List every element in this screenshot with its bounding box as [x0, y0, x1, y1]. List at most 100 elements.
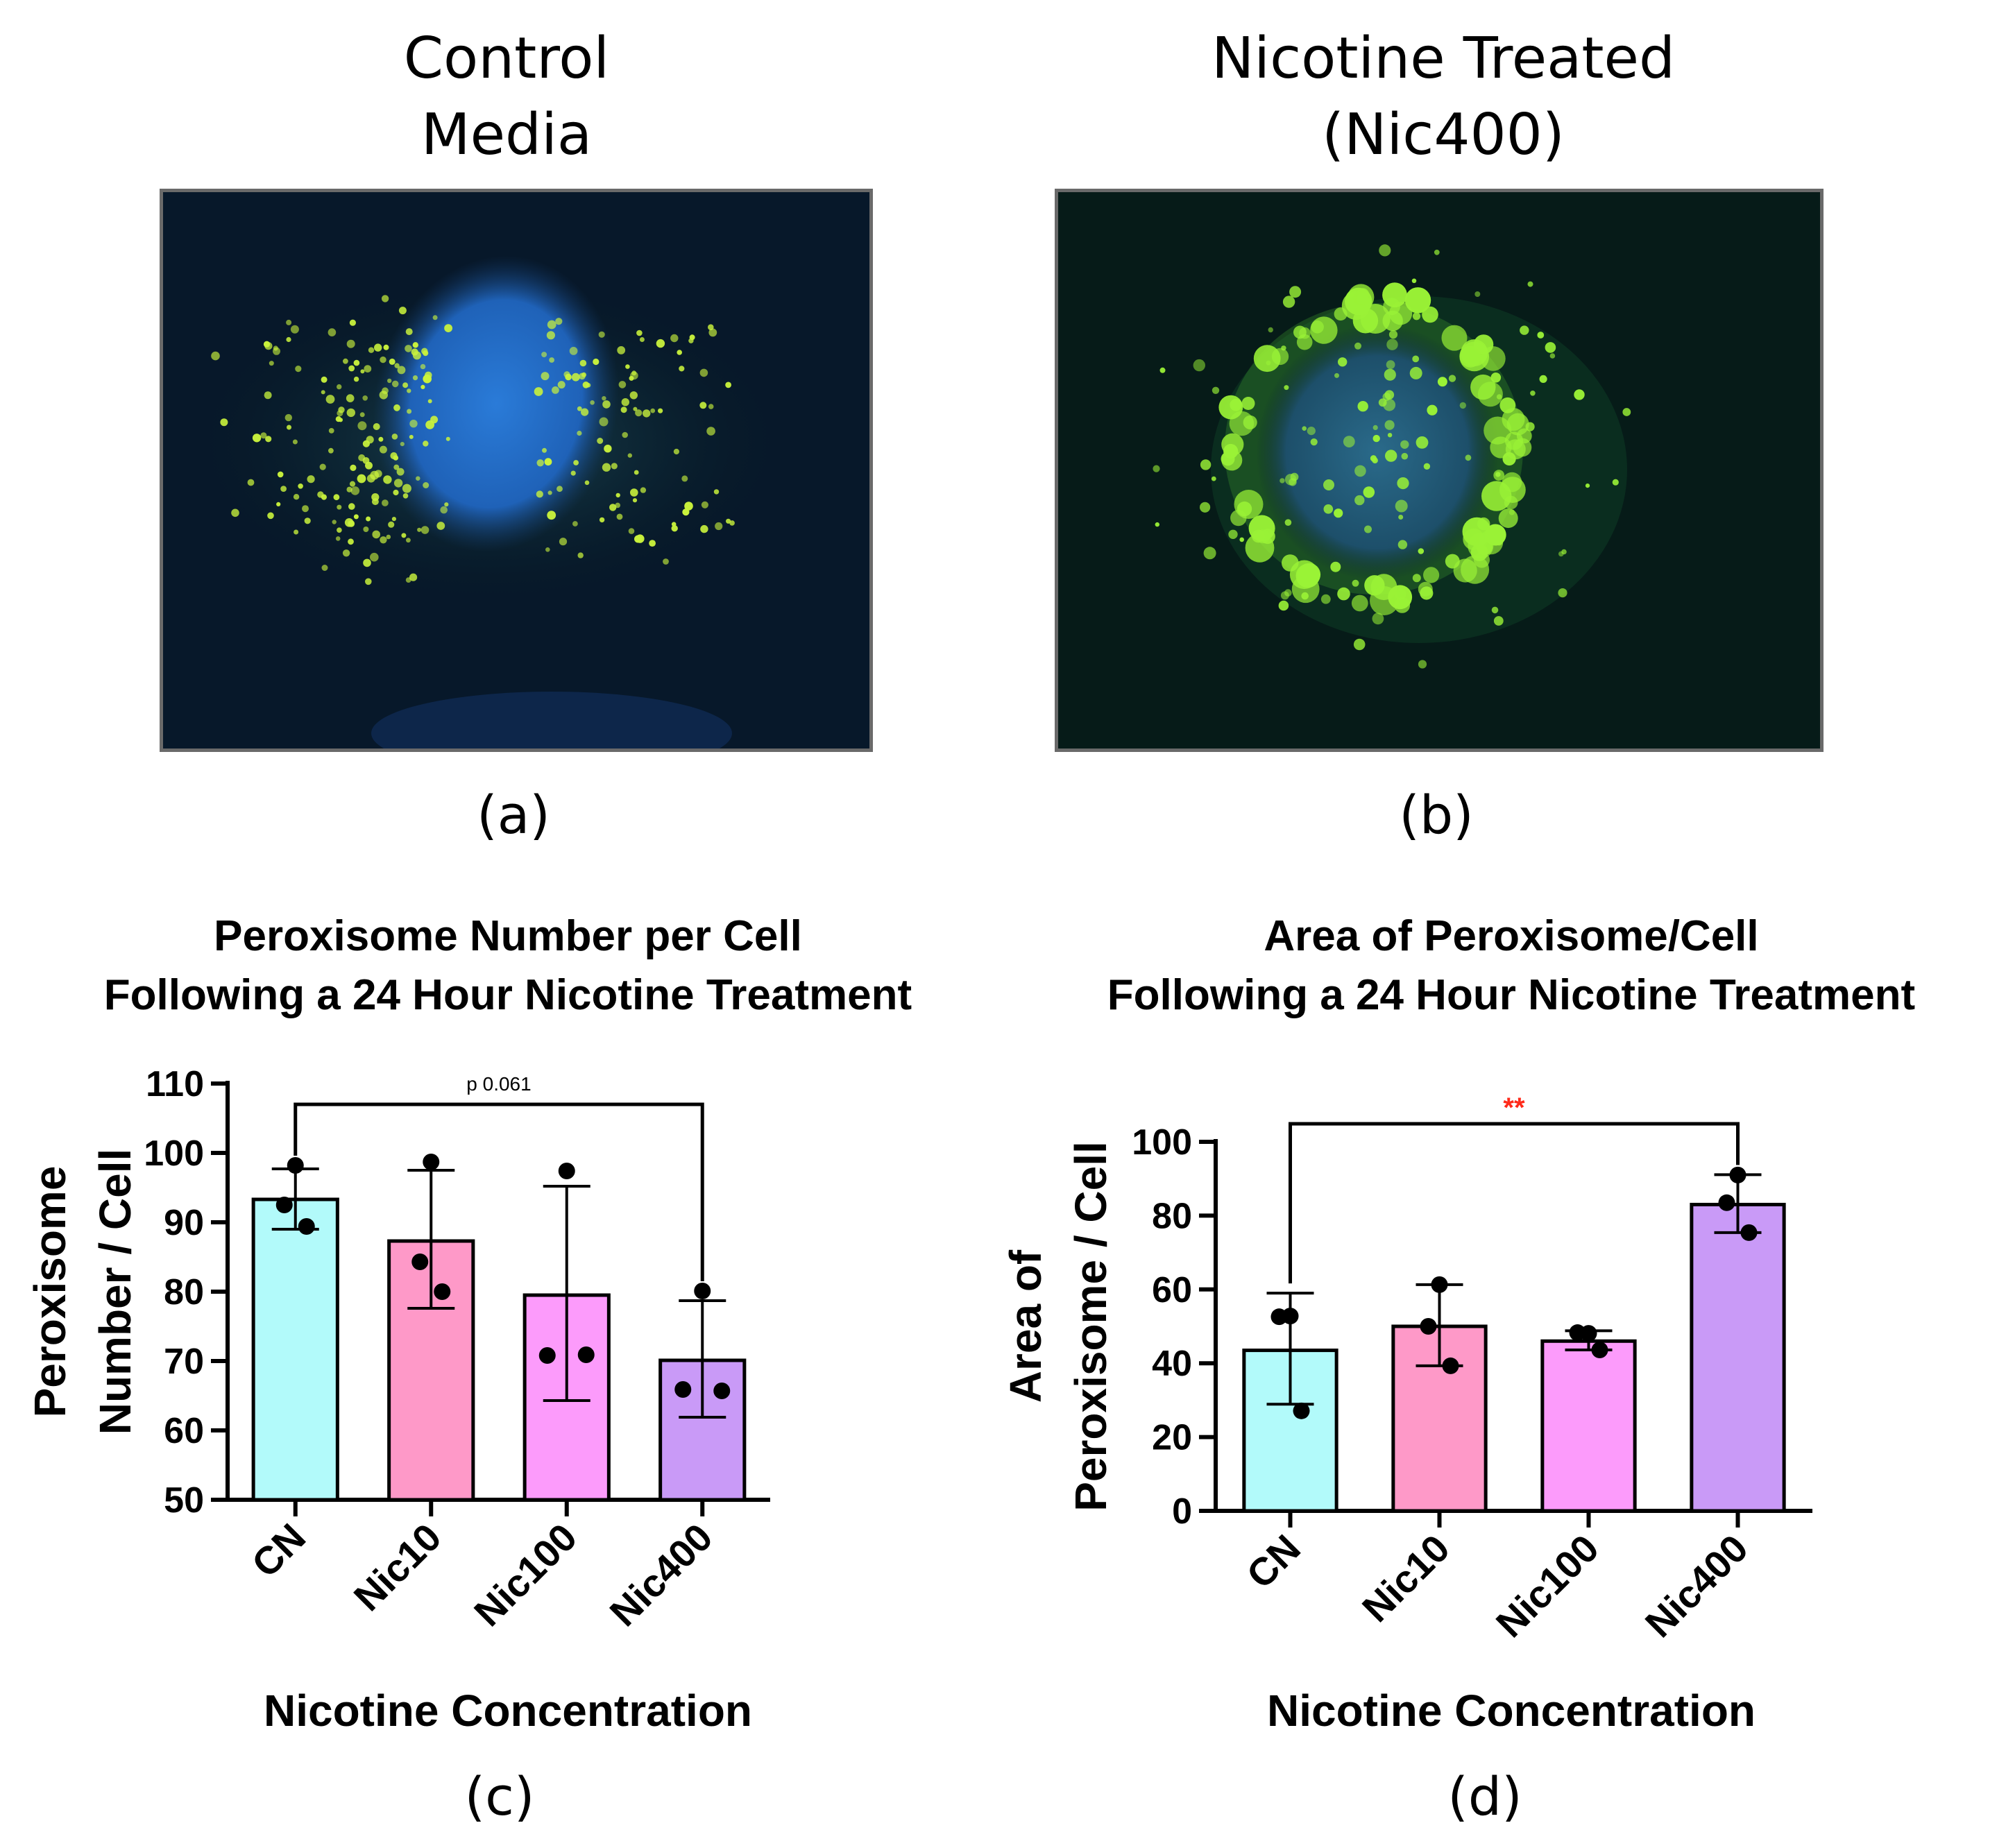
- fluorescent-puncta: [412, 351, 421, 360]
- fluorescent-puncta: [1253, 345, 1281, 373]
- data-point: [275, 1197, 293, 1213]
- fluorescent-puncta: [573, 460, 579, 465]
- fluorescent-puncta: [382, 387, 389, 395]
- fluorescent-puncta: [383, 475, 392, 484]
- fluorescent-puncta: [1539, 375, 1547, 383]
- fluorescent-puncta: [374, 343, 382, 352]
- data-point: [1718, 1194, 1735, 1211]
- fluorescent-puncta: [559, 538, 568, 546]
- fluorescent-puncta: [708, 404, 714, 409]
- fluorescent-puncta: [440, 506, 448, 514]
- fluorescent-puncta: [1493, 616, 1504, 626]
- fluorescent-puncta: [328, 328, 337, 336]
- fluorescent-puncta: [1229, 411, 1255, 436]
- fluorescent-puncta: [391, 517, 396, 522]
- data-point: [411, 1254, 429, 1270]
- fluorescent-puncta: [293, 494, 300, 500]
- fluorescent-puncta: [1384, 368, 1396, 381]
- data-point: [1442, 1357, 1459, 1374]
- fluorescent-puncta: [337, 504, 342, 510]
- fluorescent-puncta: [604, 445, 612, 453]
- y-tick-label: 90: [164, 1203, 204, 1243]
- fluorescent-puncta: [396, 468, 405, 476]
- fluorescent-puncta: [393, 489, 399, 496]
- fluorescent-puncta: [581, 408, 589, 416]
- fluorescent-puncta: [388, 521, 395, 528]
- fluorescent-puncta: [436, 522, 445, 530]
- data-point: [298, 1218, 315, 1235]
- fluorescent-puncta: [1354, 465, 1366, 477]
- fluorescent-puncta: [1412, 574, 1421, 583]
- fluorescent-puncta: [363, 527, 369, 532]
- chart-title-line1: Area of Peroxisome/Cell: [1264, 912, 1758, 960]
- fluorescent-puncta: [444, 502, 449, 507]
- fluorescent-puncta: [420, 526, 430, 534]
- fluorescent-puncta: [701, 501, 709, 508]
- fluorescent-puncta: [1404, 287, 1431, 314]
- fluorescent-puncta: [1465, 454, 1472, 461]
- fluorescent-puncta: [1490, 436, 1512, 459]
- nicotine-micrograph: [1055, 189, 1824, 752]
- fluorescent-puncta: [579, 359, 587, 367]
- fluorescent-puncta: [1320, 594, 1331, 604]
- fluorescent-puncta: [615, 502, 620, 508]
- fluorescent-puncta: [1470, 374, 1496, 400]
- fluorescent-puncta: [366, 474, 375, 483]
- fluorescent-puncta: [1230, 398, 1242, 411]
- fluorescent-puncta: [1422, 306, 1438, 323]
- fluorescent-puncta: [304, 517, 311, 524]
- panel-b-title-line2: (Nic400): [1322, 102, 1565, 168]
- fluorescent-puncta: [362, 395, 368, 401]
- fluorescent-puncta: [570, 470, 576, 476]
- fluorescent-puncta: [1459, 345, 1481, 368]
- fluorescent-puncta: [1241, 397, 1255, 410]
- x-axis-label: Nicotine Concentration: [264, 1686, 752, 1736]
- data-point: [1420, 1318, 1437, 1335]
- x-tick-label: Nic10: [346, 1515, 450, 1619]
- bar-nic100: [1540, 1339, 1637, 1513]
- y-axis-label-line2: Number / Cell: [90, 1149, 140, 1435]
- fluorescent-puncta: [417, 527, 422, 532]
- fluorescent-puncta: [1334, 508, 1343, 518]
- fluorescent-puncta: [1363, 486, 1375, 498]
- fluorescent-puncta: [1382, 393, 1391, 401]
- fluorescent-puncta: [359, 412, 365, 418]
- fluorescent-puncta: [335, 536, 341, 541]
- fluorescent-puncta: [1397, 540, 1408, 549]
- fluorescent-puncta: [1574, 389, 1585, 400]
- bar-nic10: [1391, 1324, 1488, 1513]
- fluorescent-puncta: [444, 324, 452, 332]
- fluorescent-puncta: [423, 350, 429, 357]
- fluorescent-puncta: [1385, 450, 1397, 462]
- fluorescent-puncta: [1585, 484, 1590, 488]
- fluorescent-puncta: [337, 410, 343, 417]
- fluorescent-puncta: [317, 491, 324, 498]
- fluorescent-puncta: [382, 499, 389, 506]
- fluorescent-puncta: [391, 380, 399, 388]
- fluorescent-puncta: [1416, 436, 1429, 449]
- fluorescent-puncta: [1211, 476, 1216, 481]
- fluorescent-puncta: [350, 464, 357, 471]
- fluorescent-puncta: [622, 431, 628, 438]
- fluorescent-puncta: [366, 516, 371, 522]
- y-tick-label: 80: [1152, 1196, 1192, 1236]
- x-tick-label: Nic400: [601, 1515, 720, 1634]
- fluorescent-puncta: [284, 413, 292, 422]
- fluorescent-puncta: [609, 504, 617, 511]
- fluorescent-puncta: [1378, 398, 1387, 407]
- fluorescent-puncta: [337, 527, 342, 533]
- fluorescent-puncta: [577, 552, 584, 558]
- fluorescent-puncta: [380, 536, 387, 544]
- data-point: [1270, 1308, 1288, 1326]
- fluorescent-puncta: [630, 488, 638, 497]
- fluorescent-puncta: [379, 445, 387, 454]
- fluorescent-puncta: [373, 423, 380, 430]
- fluorescent-puncta: [577, 430, 582, 436]
- fluorescent-puncta: [1549, 353, 1556, 359]
- fluorescent-puncta: [400, 442, 405, 447]
- fluorescent-puncta: [370, 552, 379, 562]
- fluorescent-puncta: [398, 307, 407, 315]
- fluorescent-puncta: [294, 529, 299, 535]
- fluorescent-puncta: [325, 395, 335, 404]
- fluorescent-puncta: [679, 366, 685, 372]
